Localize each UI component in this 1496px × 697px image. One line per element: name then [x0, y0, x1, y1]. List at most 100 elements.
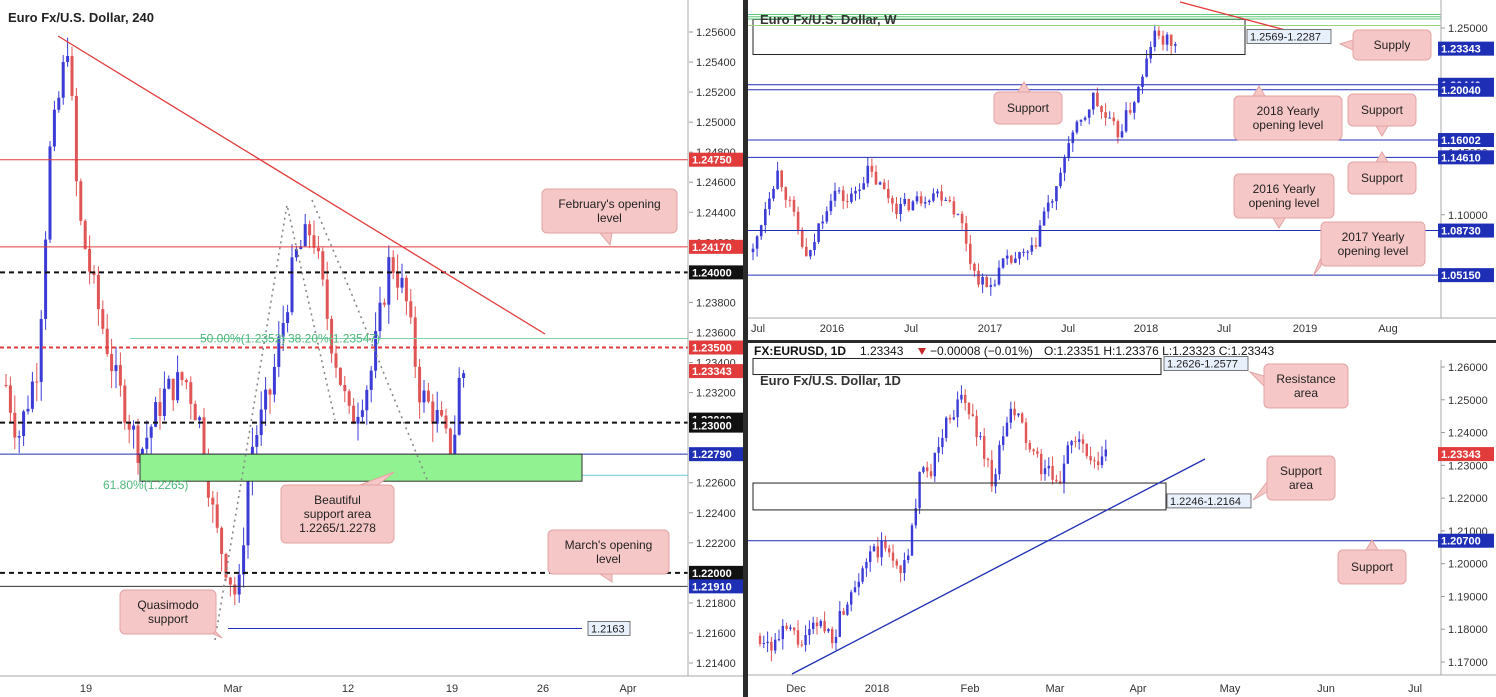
candle-body: [1013, 408, 1016, 416]
candle-body: [876, 546, 879, 558]
callout-resistance-text: Resistance: [1276, 372, 1336, 386]
candle-body: [762, 643, 765, 645]
candle-body: [171, 378, 175, 401]
callout-yearly-2016-box: [1233, 173, 1335, 219]
price-tick-label: 1.24400: [696, 207, 736, 219]
price-tick-label: 1.25200: [696, 87, 736, 99]
price-level-tag-8-text: 1.22000: [692, 568, 732, 580]
candle-body: [809, 250, 812, 257]
support-zone-daily: [752, 482, 1167, 511]
candle-body: [825, 211, 829, 222]
candle-body: [1075, 121, 1079, 133]
callout-support-area-text: area: [1289, 478, 1313, 492]
candle-body: [903, 560, 906, 573]
candle-body: [846, 201, 849, 203]
chart-240-svg[interactable]: 50.00%(1.2352) 38.20%(1.23547) 61.80%(1.22…: [0, 0, 743, 697]
candle-body: [1028, 442, 1031, 450]
candle-body: [1079, 119, 1083, 122]
candle-body: [827, 629, 830, 632]
candle-body: [378, 302, 382, 332]
candle-body: [800, 229, 804, 247]
weekly-level-tag-4-text: 1.14610: [1441, 152, 1481, 164]
candle-body: [964, 394, 967, 403]
candle-body: [1034, 245, 1038, 247]
price-tick-label: 1.22400: [696, 508, 736, 520]
candle-body: [391, 257, 395, 273]
weekly-level-tag-3-text: 1.16002: [1441, 135, 1481, 147]
candle-body: [1067, 143, 1070, 158]
down-triangle-icon: [918, 348, 926, 355]
candle-body: [39, 318, 43, 382]
price-tick-label: 1.25600: [696, 27, 736, 39]
candle-body: [61, 62, 65, 98]
time-tick-label: Jul: [1408, 683, 1422, 695]
candle-body: [334, 353, 338, 368]
price-tick-label: 1.10000: [1448, 210, 1488, 222]
price-tick-label: 1.22200: [696, 538, 736, 550]
candle-body: [774, 639, 777, 651]
candle-body: [233, 584, 237, 595]
daily-trendline: [791, 458, 1206, 675]
support-zone-tag-text: 1.2246-1.2164: [1170, 496, 1241, 508]
time-tick-label: May: [1220, 683, 1241, 695]
candle-body: [1063, 157, 1066, 173]
candle-body: [1089, 456, 1092, 461]
candle-body: [764, 209, 767, 226]
chart-panel-240[interactable]: 50.00%(1.2352) 38.20%(1.23547) 61.80%(1.22…: [0, 0, 743, 697]
candle-body: [869, 551, 872, 563]
candle-body: [83, 220, 87, 249]
price-level-tag-1: [689, 239, 743, 254]
candle-body: [162, 388, 166, 417]
callout-yearly-2017-box: [1320, 221, 1426, 267]
chart-panel-weekly[interactable]: 1.2569-1.2287 1.250001.200001.150001.100…: [748, 0, 1496, 342]
candle-body: [841, 190, 845, 202]
daily-header-price: 1.23343: [860, 344, 904, 358]
time-tick-label: Jun: [1317, 683, 1335, 695]
price-tick-label: 1.24000: [1448, 428, 1488, 440]
candle-body: [1018, 252, 1021, 259]
candle-body: [308, 224, 312, 236]
candle-body: [66, 56, 70, 63]
time-tick-label: Dec: [786, 683, 806, 695]
candle-body: [330, 318, 334, 354]
resistance-zone-tag: [1163, 356, 1249, 371]
chart-panel-daily[interactable]: 1.2626-1.2577 1.2246-1.2164 1.26000 1.2500…: [748, 342, 1496, 697]
candle-body: [237, 574, 241, 595]
candle-body: [956, 399, 959, 418]
price-tick-label: 1.21600: [696, 628, 736, 640]
panel-divider-horizontal: [748, 340, 1496, 343]
candle-body: [149, 426, 153, 438]
candle-body: [312, 235, 316, 248]
candle-body: [755, 236, 759, 249]
callout-supply: Supply: [1338, 29, 1432, 61]
candle-body: [911, 201, 915, 211]
fib-618-label: 61.80%(1.2265): [103, 478, 188, 492]
candle-body: [846, 604, 849, 615]
candle-body: [347, 391, 351, 406]
candle-body: [758, 635, 762, 644]
candle-body: [956, 213, 960, 215]
daily-header-ohlc: O:1.23351 H:1.23376 L:1.23323 C:1.23343: [1044, 344, 1275, 358]
chart-daily-svg[interactable]: 1.2626-1.2577 1.2246-1.2164 1.26000 1.2500…: [748, 342, 1496, 697]
candle-body: [850, 193, 853, 203]
chart-weekly-svg[interactable]: 1.2569-1.2287 1.250001.200001.150001.100…: [748, 0, 1496, 342]
candle-body: [952, 417, 955, 420]
candle-body: [215, 504, 219, 528]
callout-yearly-2016-text: 2016 Yearly: [1253, 182, 1316, 196]
callout-supply-box: [1352, 29, 1432, 61]
price-level-tag-9: [689, 579, 743, 594]
price-level-tag-4: [689, 364, 743, 379]
price-tick-label: 1.22000: [1448, 493, 1488, 505]
candle-body: [294, 249, 298, 258]
weekly-level-tag-2: [1438, 82, 1494, 97]
candle-body: [983, 436, 986, 459]
price-level-tag-6-text: 1.23000: [692, 421, 732, 433]
candle-body: [937, 447, 940, 453]
candle-body: [903, 198, 906, 204]
candle-body: [316, 247, 320, 252]
fib-50-label: 50.00%(1.2352): [200, 331, 285, 345]
candle-body: [1062, 463, 1066, 483]
candle-body: [793, 627, 796, 631]
